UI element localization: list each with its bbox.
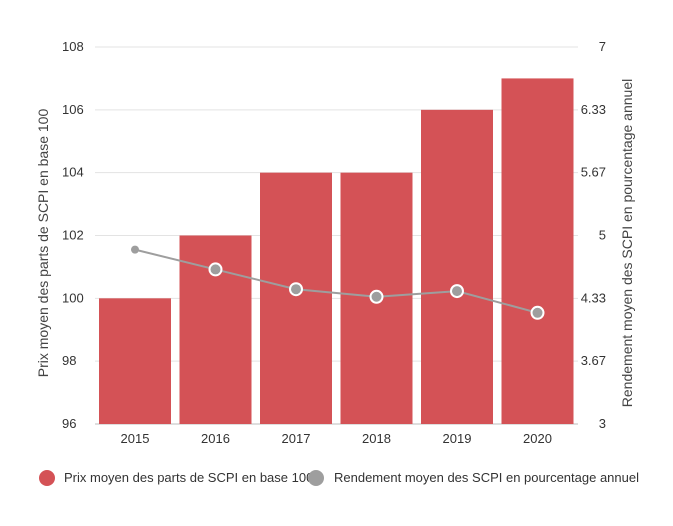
y-right-tick-label: 7 <box>599 39 606 54</box>
y-left-tick-label: 108 <box>62 39 84 54</box>
x-tick-label: 2017 <box>282 431 311 446</box>
line-series <box>131 245 545 320</box>
gridlines <box>95 46 578 425</box>
y-right-tick-label: 3.67 <box>581 353 606 368</box>
line-point <box>369 289 384 304</box>
bar <box>421 109 493 424</box>
bar-series <box>99 78 574 425</box>
bar <box>501 78 574 425</box>
y-left-tick-label: 96 <box>62 416 76 431</box>
x-tick-label: 2018 <box>362 431 391 446</box>
line-point <box>530 305 545 320</box>
y-axis-right-title: Rendement moyen des SCPI en pourcentage … <box>619 79 635 407</box>
legend: Prix moyen des parts de SCPI en base 100… <box>39 470 639 486</box>
legend-label-prix: Prix moyen des parts de SCPI en base 100 <box>64 470 313 485</box>
y-left-tick-label: 104 <box>62 165 84 180</box>
y-right-tick-label: 3 <box>599 416 606 431</box>
bar <box>260 172 332 424</box>
x-tick-label: 2019 <box>443 431 472 446</box>
legend-swatch-rendement <box>308 470 324 486</box>
left-axis-ticks: 96 98 100 102 104 106 108 <box>62 39 84 431</box>
y-left-tick-label: 98 <box>62 353 76 368</box>
x-axis-ticks: 2015 2016 2017 2018 2019 2020 <box>121 431 552 446</box>
legend-label-rendement: Rendement moyen des SCPI en pourcentage … <box>334 470 639 485</box>
rendement-line <box>134 248 538 314</box>
y-left-tick-label: 100 <box>62 290 84 305</box>
y-right-tick-label: 5 <box>599 228 606 243</box>
legend-swatch-prix <box>39 470 55 486</box>
right-axis-ticks: 3 3.67 4.33 5 5.67 6.33 7 <box>581 39 606 431</box>
line-point <box>289 282 303 297</box>
y-right-tick-label: 4.33 <box>581 290 606 305</box>
line-point <box>131 245 139 254</box>
y-left-tick-label: 102 <box>62 228 84 243</box>
y-left-tick-label: 106 <box>62 102 84 117</box>
x-tick-label: 2015 <box>121 431 150 446</box>
y-right-tick-label: 5.67 <box>581 165 606 180</box>
y-axis-left-title: Prix moyen des parts de SCPI en base 100 <box>35 109 51 378</box>
y-right-tick-label: 6.33 <box>581 102 606 117</box>
line-point <box>208 262 223 277</box>
x-tick-label: 2020 <box>523 431 552 446</box>
bar <box>99 298 171 424</box>
line-point <box>450 284 464 299</box>
x-tick-label: 2016 <box>201 431 230 446</box>
